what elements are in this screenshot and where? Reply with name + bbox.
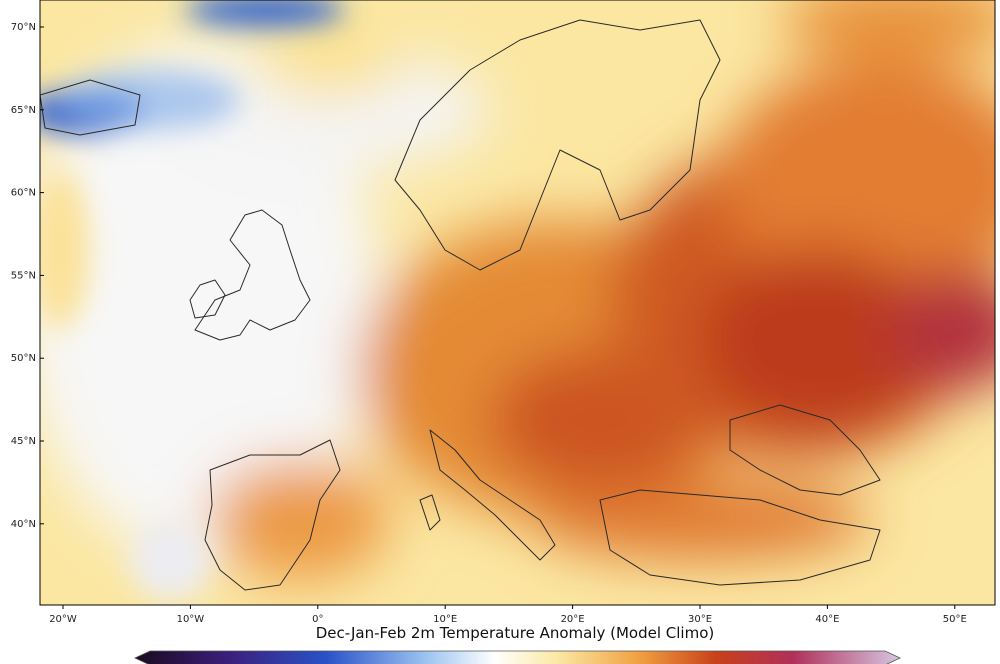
lon-label: 20°E <box>561 614 585 625</box>
axis-labels: 70°N 65°N 60°N 55°N 50°N 45°N 40°N 20°W 10°W 0° 10… <box>11 22 967 625</box>
colorbar <box>134 650 901 664</box>
lat-label: 55°N <box>11 270 36 281</box>
lat-label: 60°N <box>11 188 36 199</box>
map-frame <box>39 0 996 606</box>
colorbar-title: Dec-Jan-Feb 2m Temperature Anomaly (Mode… <box>316 624 715 642</box>
anomaly-field <box>40 0 995 605</box>
lon-label: 30°E <box>688 614 712 625</box>
lon-label: 0° <box>312 614 323 625</box>
lon-label: 10°E <box>433 614 457 625</box>
lat-label: 70°N <box>11 22 36 33</box>
lat-label: 65°N <box>11 105 36 116</box>
lon-label: 40°E <box>815 614 839 625</box>
lat-label: 50°N <box>11 353 36 364</box>
lat-label: 40°N <box>11 519 36 530</box>
lon-label: 20°W <box>49 614 77 625</box>
lon-label: 10°W <box>177 614 205 625</box>
lat-label: 45°N <box>11 436 36 447</box>
lon-label: 50°E <box>943 614 967 625</box>
